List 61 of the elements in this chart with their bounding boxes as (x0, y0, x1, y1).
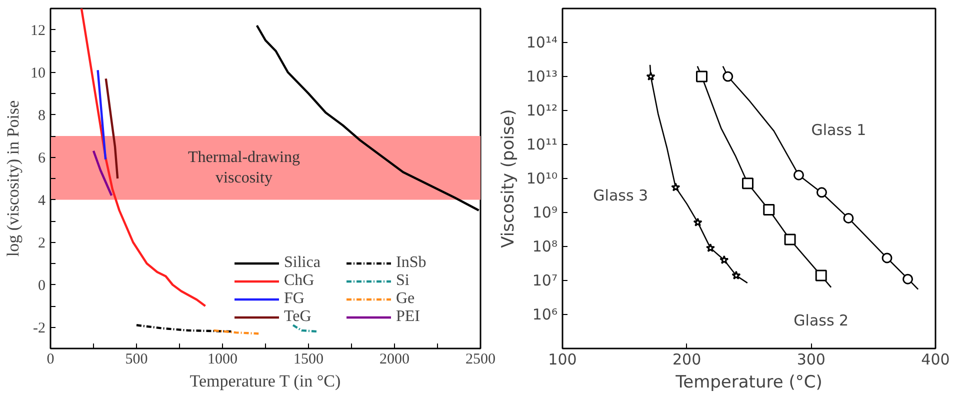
point (696, 70, 708, 82)
y-tick-label: 10⁶ (532, 306, 558, 324)
y-tick-label: 10¹² (526, 102, 558, 120)
annotation: Glass 3 (593, 186, 648, 204)
point (693, 218, 702, 226)
point (706, 243, 716, 252)
x-axis-title: Temperature T (in °C) (190, 372, 341, 390)
legend-label: FG (284, 290, 306, 308)
point (784, 234, 796, 246)
y-tick-label: 2 (38, 235, 46, 252)
y-tick-label: 12 (30, 22, 46, 39)
point (646, 72, 656, 80)
x-tick-label: 200 (672, 350, 702, 368)
line-series (722, 66, 919, 290)
x-tick-label: 2500 (466, 352, 496, 368)
point (722, 71, 734, 82)
y-tick-label: 10⁸ (532, 238, 558, 256)
y-tick-label: 10 (30, 65, 46, 82)
y-tick-label: -2 (33, 320, 46, 336)
point (882, 252, 892, 264)
point (732, 270, 741, 280)
annotation: Glass 2 (794, 312, 849, 330)
point (671, 182, 680, 192)
legend-label: ChG (284, 272, 316, 290)
y-tick-label: 10¹¹ (526, 136, 558, 154)
x-tick-label: 2000 (380, 352, 410, 368)
x-tick-label: 400 (921, 350, 950, 368)
point (902, 274, 914, 284)
x-tick-label: 1000 (208, 352, 238, 368)
y-tick-label: 10⁷ (532, 272, 558, 290)
point (843, 212, 854, 224)
y-tick-label: 10¹⁰ (526, 170, 558, 188)
y-tick-label: 6 (38, 150, 46, 166)
y-tick-label: 4 (38, 192, 46, 209)
legend-label: TeG (284, 308, 312, 326)
y-tick-label: 0 (38, 278, 46, 294)
legend-label: InSb (396, 254, 428, 272)
point (763, 204, 775, 216)
point (742, 178, 754, 190)
point (793, 170, 804, 180)
legend-label: PEI (396, 308, 421, 326)
legend-label: Si (396, 272, 410, 290)
y-axis-title: log (viscosity) in Poise (4, 100, 22, 257)
y-tick-label: 10¹³ (526, 68, 558, 86)
x-axis-title: Temperature (°C) (674, 372, 822, 392)
legend-label: Ge (396, 290, 416, 308)
x-tick-label: 300 (796, 350, 826, 368)
y-tick-label: 10¹⁴ (526, 34, 558, 52)
y-tick-label: 10⁹ (532, 204, 558, 222)
point (815, 270, 827, 282)
annotation: Glass 1 (811, 121, 866, 140)
y-tick-label: 8 (38, 108, 46, 124)
point (720, 255, 729, 264)
legend-label: Silica (284, 254, 322, 272)
x-tick-label: 1500 (294, 352, 324, 368)
band-label: Thermal-drawing viscosity (188, 149, 300, 187)
x-tick-label: 500 (125, 352, 148, 368)
point (816, 187, 827, 198)
y-axis-title: Viscosity (poise) (498, 109, 518, 248)
line-series (135, 324, 234, 333)
x-tick-label: 100 (548, 350, 577, 368)
